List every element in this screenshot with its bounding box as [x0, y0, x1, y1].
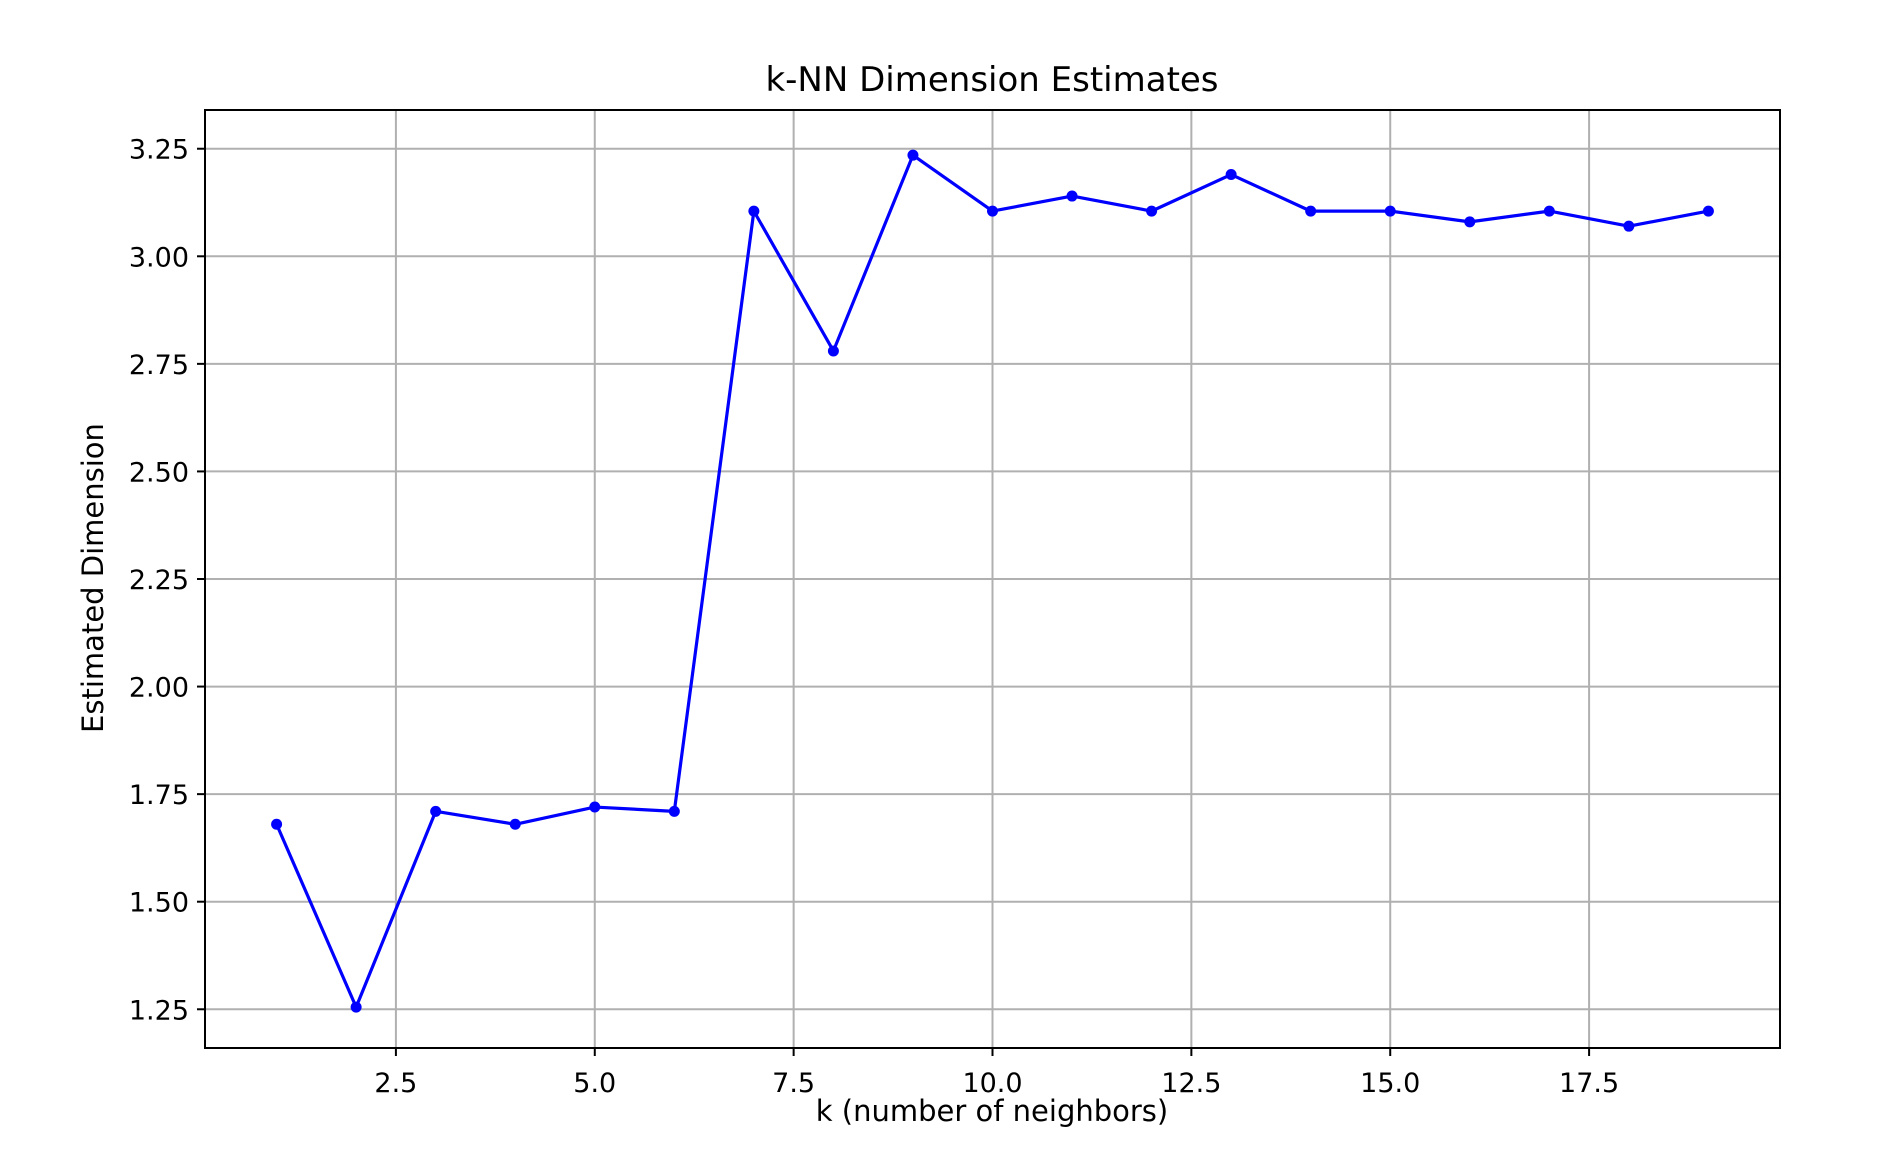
data-point — [987, 205, 998, 217]
ticks: 2.5 5.0 7.5 10.0 12.5 15.0 17.5 1.25 1.50 1.75 2.0… — [129, 135, 1619, 1099]
data-point — [1623, 220, 1635, 232]
data-point — [1305, 205, 1317, 217]
x-tick-label: 12.5 — [1161, 1068, 1221, 1099]
x-tick-label: 5.0 — [573, 1068, 616, 1099]
y-tick-label: 2.00 — [129, 673, 189, 704]
x-axis-label: k (number of neighbors) — [816, 1094, 1168, 1128]
x-tick-label: 2.5 — [374, 1068, 417, 1099]
data-point — [1066, 190, 1078, 202]
data-point — [430, 805, 442, 817]
data-point — [350, 1001, 362, 1013]
y-axis-label: Estimated Dimension — [76, 423, 110, 733]
x-tick-label: 17.5 — [1559, 1068, 1619, 1099]
data-point — [1384, 205, 1396, 217]
data-point — [1146, 205, 1158, 217]
y-tick-label: 1.75 — [129, 780, 189, 811]
data-point — [668, 805, 680, 817]
chart-title: k-NN Dimension Estimates — [765, 60, 1218, 100]
y-tick-label: 1.25 — [129, 995, 189, 1026]
y-tick-label: 2.25 — [129, 565, 189, 596]
x-tick-label: 15.0 — [1360, 1068, 1420, 1099]
data-point — [1702, 205, 1714, 217]
x-tick-label: 10.0 — [962, 1068, 1022, 1099]
data-point — [271, 818, 283, 830]
series-layer — [271, 149, 1714, 1013]
data-point — [1225, 169, 1237, 181]
data-point — [827, 345, 839, 357]
x-tick-label: 7.5 — [772, 1068, 815, 1099]
y-tick-label: 3.25 — [129, 135, 189, 166]
y-tick-label: 2.50 — [129, 457, 189, 488]
y-tick-label: 2.75 — [129, 350, 189, 381]
y-tick-label: 1.50 — [129, 888, 189, 919]
data-point — [589, 801, 601, 813]
data-point — [748, 205, 760, 217]
y-tick-label: 3.00 — [129, 242, 189, 273]
data-point — [907, 149, 919, 161]
data-point — [1464, 216, 1476, 228]
grid — [205, 110, 1780, 1048]
data-point — [509, 818, 521, 830]
data-point — [1543, 205, 1555, 217]
